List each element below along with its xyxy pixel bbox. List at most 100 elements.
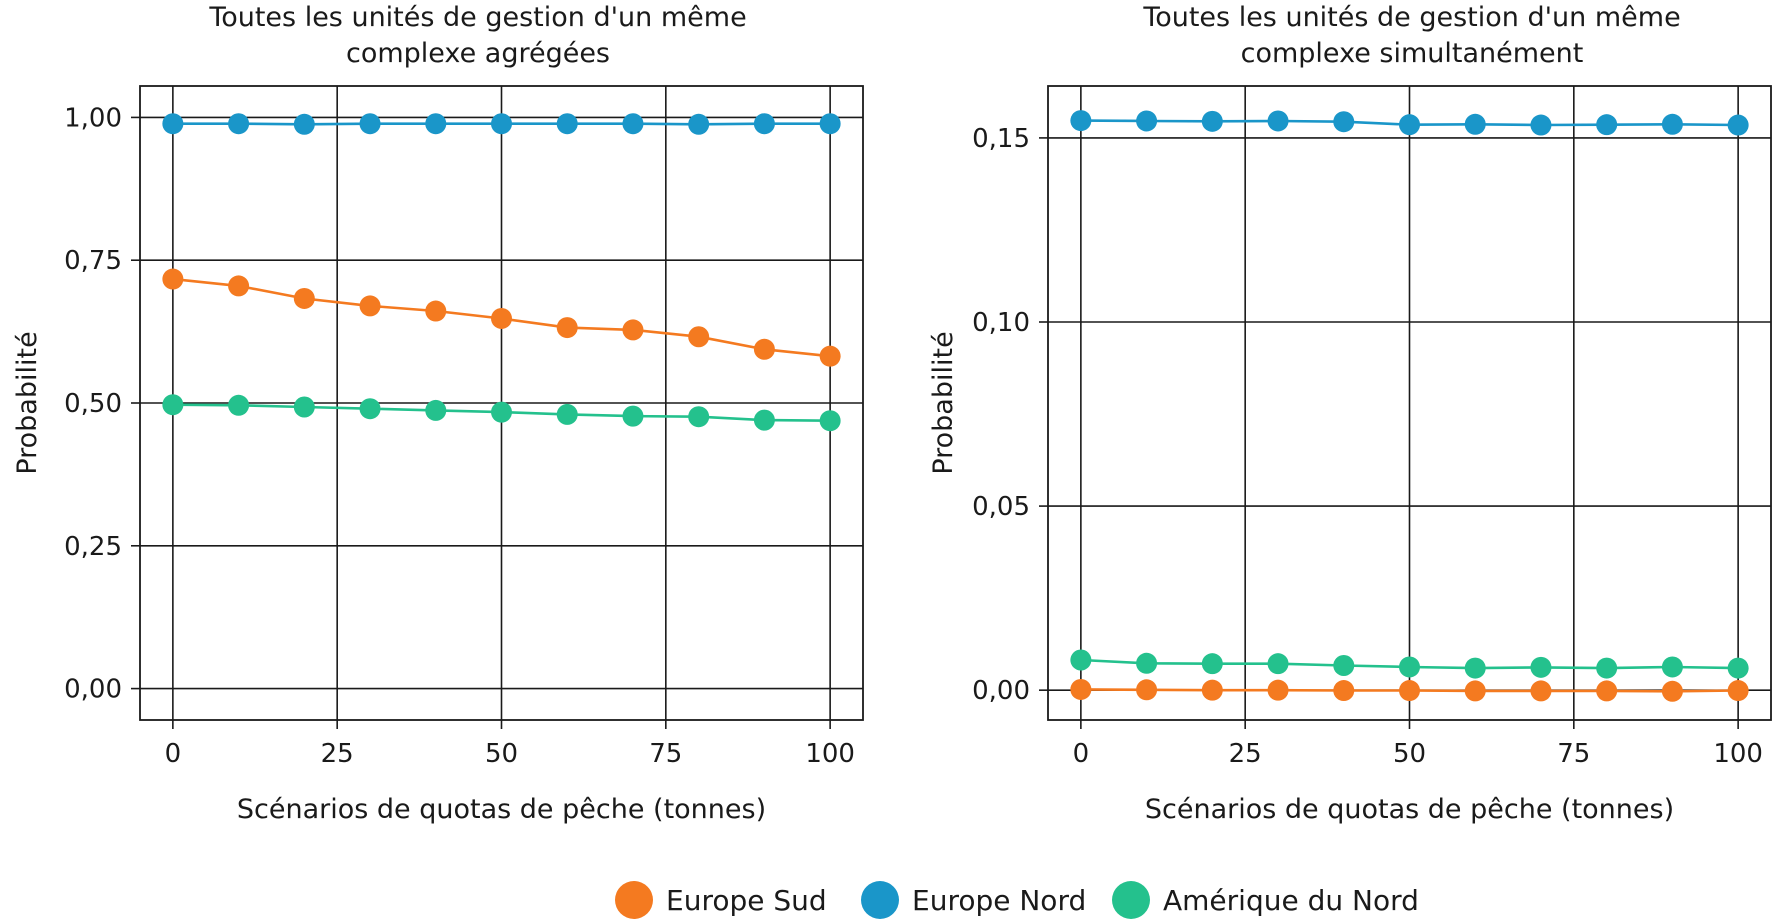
x-tick-label: 25	[321, 739, 354, 769]
legend-item: Europe Sud	[615, 881, 827, 919]
data-point	[228, 113, 250, 135]
y-tick-label: 0,00	[64, 675, 122, 705]
data-point	[293, 396, 315, 418]
data-point	[1399, 680, 1420, 702]
x-tick-label: 100	[1713, 739, 1763, 769]
legend: Europe Sud Europe Nord Amérique du Nord	[615, 881, 1419, 919]
data-point	[1530, 680, 1552, 702]
data-point	[359, 113, 381, 135]
data-point	[228, 275, 250, 297]
chart-title-line-2: complexe simultanément	[1241, 38, 1584, 69]
legend-swatch	[1112, 881, 1150, 919]
data-point	[1136, 679, 1158, 701]
data-point	[1136, 110, 1158, 132]
data-point	[622, 405, 644, 427]
x-axis-label: Scénarios de quotas de pêche (tonnes)	[1145, 794, 1674, 825]
data-point	[1596, 114, 1618, 136]
data-point	[1661, 680, 1683, 702]
data-point	[162, 113, 184, 135]
data-point	[1661, 113, 1683, 135]
data-point	[1333, 655, 1355, 677]
y-axis-label: Probabilité	[12, 331, 43, 474]
y-axis-label: Probabilité	[928, 331, 959, 474]
data-point	[425, 300, 447, 322]
data-point	[1070, 649, 1092, 671]
data-point	[1727, 680, 1749, 702]
y-tick-label: 0,05	[972, 492, 1030, 522]
data-point	[1333, 680, 1355, 702]
chart-panel-1: Toutes les unités de gestion d'un même co…	[12, 2, 864, 825]
data-point	[1464, 657, 1486, 679]
chart-title-line-1: Toutes les unités de gestion d'un même	[208, 2, 746, 33]
series-europe-sud	[1070, 678, 1749, 702]
x-tick-label: 75	[649, 739, 682, 769]
y-tick-label: 0,25	[64, 532, 122, 562]
data-point	[819, 410, 841, 432]
data-point	[819, 345, 841, 367]
data-point	[556, 113, 578, 135]
legend-swatch	[861, 881, 899, 919]
series-am-rique-du-nord	[1070, 649, 1749, 679]
data-point	[1661, 656, 1683, 678]
data-point	[359, 398, 381, 420]
legend-item: Amérique du Nord	[1112, 881, 1419, 919]
data-point	[1267, 653, 1289, 675]
data-point	[1136, 652, 1158, 674]
legend-label: Europe Nord	[912, 884, 1086, 917]
data-point	[1464, 680, 1486, 702]
x-tick-label: 50	[485, 739, 518, 769]
data-point	[1267, 110, 1289, 132]
data-point	[688, 326, 710, 348]
data-point	[162, 268, 184, 290]
legend-label: Europe Sud	[666, 884, 827, 917]
chart-panel-2: Toutes les unités de gestion d'un même co…	[928, 2, 1772, 825]
x-tick-label: 25	[1229, 739, 1262, 769]
data-point	[1727, 657, 1749, 679]
x-tick-label: 0	[1073, 739, 1090, 769]
data-point	[753, 338, 775, 360]
data-point	[1070, 110, 1092, 132]
legend-item: Europe Nord	[861, 881, 1086, 919]
data-point	[1333, 111, 1355, 133]
y-tick-label: 0,00	[972, 676, 1030, 706]
data-point	[1727, 114, 1749, 136]
data-point	[1070, 678, 1092, 700]
legend-swatch	[615, 881, 653, 919]
data-point	[819, 113, 841, 135]
series-am-rique-du-nord	[162, 394, 841, 432]
data-point	[1464, 113, 1486, 135]
chart-title-line-1: Toutes les unités de gestion d'un même	[1142, 2, 1680, 33]
data-point	[1399, 114, 1420, 136]
data-point	[1201, 679, 1223, 701]
data-point	[688, 113, 710, 135]
x-tick-label: 50	[1393, 739, 1426, 769]
series-europe-nord	[162, 113, 841, 135]
data-point	[1399, 656, 1420, 678]
data-point	[425, 399, 447, 421]
x-tick-label: 0	[165, 739, 182, 769]
series-europe-sud	[162, 268, 841, 367]
data-point	[753, 409, 775, 431]
y-tick-label: 0,10	[972, 308, 1030, 338]
legend-label: Amérique du Nord	[1163, 884, 1419, 917]
data-point	[1596, 657, 1618, 679]
data-point	[622, 113, 644, 135]
data-point	[1530, 114, 1552, 136]
chart-title-line-2: complexe agrégées	[346, 38, 610, 69]
data-point	[293, 113, 315, 135]
x-tick-label: 100	[805, 739, 855, 769]
y-tick-label: 0,50	[64, 389, 122, 419]
data-point	[425, 113, 447, 135]
y-tick-label: 0,15	[972, 124, 1030, 154]
series-europe-nord	[1070, 110, 1749, 136]
data-point	[359, 295, 381, 317]
data-point	[1530, 656, 1552, 678]
data-point	[556, 317, 578, 339]
x-axis-label: Scénarios de quotas de pêche (tonnes)	[237, 794, 766, 825]
data-point	[228, 394, 250, 416]
data-point	[622, 319, 644, 341]
data-point	[556, 403, 578, 425]
y-tick-label: 0,75	[64, 246, 122, 276]
